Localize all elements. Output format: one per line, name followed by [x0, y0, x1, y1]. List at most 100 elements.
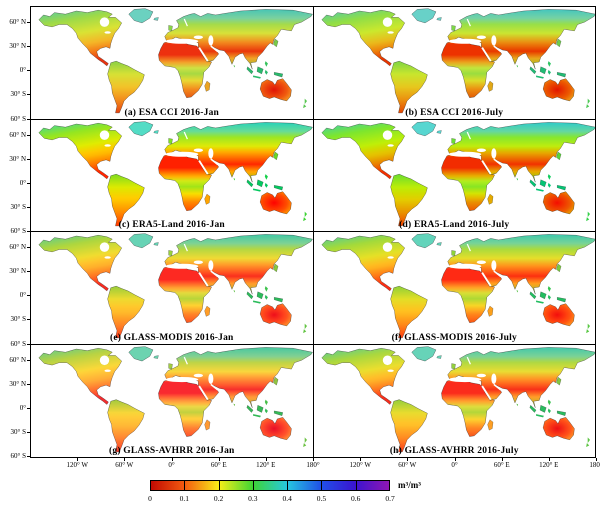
- world-map: [37, 232, 313, 339]
- x-tick-label: 60° E: [493, 461, 510, 469]
- y-tick-mark: [27, 118, 30, 120]
- y-tick-mark: [27, 359, 30, 361]
- y-tick-label: 30° S: [10, 202, 26, 211]
- x-tick-label: 60° W: [398, 461, 417, 469]
- x-tick-mark: [454, 458, 456, 461]
- y-axis-labels: 60° N 30° N 0° 30° S 60° S 60° N 30° N 0° 30° S 6…: [0, 6, 30, 466]
- y-tick-label: 30° N: [9, 154, 26, 163]
- y-tick-label: 30° N: [9, 267, 26, 276]
- y-tick-mark: [27, 22, 30, 24]
- x-tick-mark: [265, 458, 267, 461]
- map-panel-g: (g) GLASS-AVHRR 2016-Jan: [31, 344, 314, 457]
- y-tick-mark: [27, 247, 30, 249]
- y-tick-label: 30° S: [10, 315, 26, 324]
- map-panel-f: (f) GLASS-MODIS 2016-July: [313, 232, 595, 344]
- world-map: [320, 345, 595, 453]
- x-tick-label: 120° W: [349, 461, 372, 469]
- y-tick-label: 60° S: [10, 452, 26, 460]
- colorbar-tick-label: 0.5: [316, 494, 327, 503]
- colorbar-tick-label: 0.2: [213, 494, 224, 503]
- panel-caption: (c) ERA5-Land 2016-Jan: [118, 220, 225, 230]
- map-panel-d: (d) ERA5-Land 2016-July: [313, 119, 595, 231]
- x-tick-label: 60° E: [210, 461, 227, 469]
- y-tick-mark: [27, 206, 30, 208]
- colorbar-gradient: [150, 480, 390, 491]
- panel-caption: (d) ERA5-Land 2016-July: [399, 220, 510, 230]
- x-tick-label: 60° W: [115, 461, 134, 469]
- x-tick-mark: [124, 458, 126, 461]
- y-tick-mark: [27, 182, 30, 184]
- x-tick-mark: [501, 458, 503, 461]
- y-tick-mark: [27, 46, 30, 48]
- y-tick-label: 30° S: [10, 90, 26, 99]
- y-tick-label: 30° N: [9, 379, 26, 388]
- y-tick-label: 60° N: [9, 18, 26, 27]
- figure-row-glass-modis: (e) GLASS-MODIS 2016-Jan (f) GLASS-MODIS …: [31, 232, 595, 345]
- y-tick-mark: [27, 158, 30, 160]
- y-tick-label: 60° S: [10, 339, 26, 348]
- x-tick-label: 120° W: [66, 461, 89, 469]
- y-tick-mark: [27, 295, 30, 297]
- y-tick-mark: [27, 343, 30, 345]
- colorbar-separator: [355, 480, 357, 491]
- colorbar-tick-label: 0.3: [248, 494, 258, 503]
- x-tick-label: 0°: [451, 461, 458, 469]
- y-tick-mark: [27, 456, 30, 457]
- map-panel-c: (c) ERA5-Land 2016-Jan: [31, 119, 314, 231]
- colorbar-separator: [218, 480, 220, 491]
- y-tick-label: 60° N: [9, 130, 26, 139]
- x-tick-label: 180°: [589, 461, 600, 469]
- y-tick-mark: [27, 70, 30, 72]
- colorbar-tick-label: 0.7: [385, 494, 395, 503]
- x-tick-mark: [171, 458, 173, 461]
- x-tick-label: 120° E: [256, 461, 276, 469]
- colorbar-separator: [287, 480, 289, 491]
- y-tick-label: 0°: [19, 178, 26, 187]
- y-tick-label: 30° N: [9, 42, 26, 51]
- colorbar-separator: [184, 480, 186, 491]
- colorbar-tick-label: 0.6: [351, 494, 361, 503]
- colorbar-unit: m³/m³: [398, 480, 421, 490]
- panel-caption: (g) GLASS-AVHRR 2016-Jan: [109, 446, 235, 456]
- world-map: [37, 120, 313, 227]
- world-map: [320, 120, 595, 227]
- figure-row-esa-cci: (a) ESA CCI 2016-Jan (b) ESA CCI 2016-Jul…: [31, 7, 595, 120]
- colorbar-separator: [252, 480, 254, 491]
- y-tick-label: 60° N: [9, 243, 26, 252]
- y-tick-label: 0°: [19, 291, 26, 300]
- x-tick-mark: [596, 458, 597, 461]
- y-tick-mark: [27, 134, 30, 136]
- map-panel-h: (h) GLASS-AVHRR 2016-July: [313, 344, 595, 457]
- map-panel-e: (e) GLASS-MODIS 2016-Jan: [31, 232, 314, 344]
- y-tick-mark: [27, 431, 30, 433]
- figure-row-era5-land: (c) ERA5-Land 2016-Jan (d) ERA5-Land 2016…: [31, 119, 595, 232]
- y-tick-mark: [27, 231, 30, 232]
- x-tick-mark: [548, 458, 550, 461]
- world-map: [37, 7, 313, 114]
- x-tick-mark: [407, 458, 409, 461]
- x-tick-label: 0°: [168, 461, 175, 469]
- panel-caption: (f) GLASS-MODIS 2016-July: [391, 332, 517, 343]
- panel-caption: (a) ESA CCI 2016-Jan: [124, 107, 220, 118]
- colorbar-tick-label: 0.4: [282, 494, 292, 503]
- x-tick-mark: [77, 458, 79, 461]
- x-tick-mark: [313, 458, 314, 461]
- y-tick-label: 0°: [19, 403, 26, 412]
- y-tick-label: 60° S: [10, 227, 26, 235]
- x-axis-labels: 120° W 60° W 0° 60° E 120° E 180° 120° W 60° W 0…: [30, 458, 600, 472]
- y-tick-mark: [27, 383, 30, 385]
- y-tick-label: 0°: [19, 66, 26, 75]
- panel-caption: (h) GLASS-AVHRR 2016-July: [389, 446, 519, 456]
- x-tick-label: 180°: [306, 461, 320, 469]
- colorbar: m³/m³ 0 0.1 0.2 0.3 0.4 0.5 0.6 0.7: [148, 480, 450, 510]
- y-tick-mark: [27, 319, 30, 321]
- y-tick-mark: [27, 407, 30, 409]
- y-tick-mark: [27, 94, 30, 96]
- world-map: [37, 345, 313, 453]
- panels-grid: (a) ESA CCI 2016-Jan (b) ESA CCI 2016-Jul…: [30, 6, 596, 458]
- y-tick-label: 60° N: [9, 355, 26, 364]
- colorbar-tick-label: 0: [148, 494, 152, 503]
- y-tick-mark: [27, 271, 30, 273]
- x-tick-mark: [360, 458, 362, 461]
